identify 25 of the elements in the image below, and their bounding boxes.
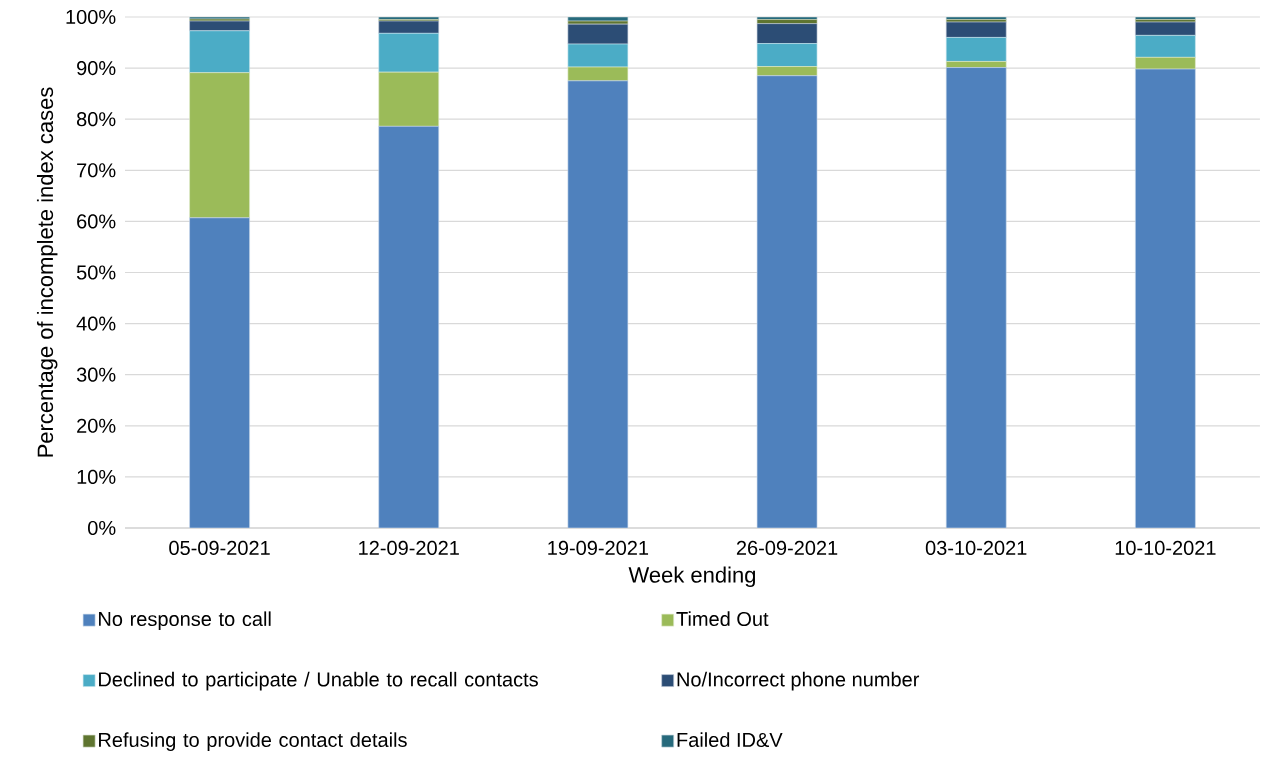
- y-tick-label: 70%: [77, 163, 116, 178]
- x-tick-label: 12-09-2021: [359, 540, 459, 556]
- y-tick-label: 100%: [66, 9, 116, 25]
- y-tick-label: 90%: [77, 61, 116, 76]
- y-tick-label: 50%: [76, 265, 116, 280]
- y-tick-label: 40%: [76, 316, 116, 331]
- x-tick-label: 05-09-2021: [169, 540, 270, 556]
- y-tick-label: 0%: [88, 520, 116, 536]
- x-tick-label: 10-10-2021: [1115, 540, 1216, 556]
- legend-label: No response to call: [99, 611, 271, 631]
- y-tick-label: 60%: [77, 214, 116, 229]
- x-tick-label: 19-09-2021: [548, 540, 649, 556]
- y-tick-label: 80%: [76, 112, 116, 127]
- legend-label: Failed ID&V: [677, 732, 783, 748]
- y-tick-label: 10%: [77, 469, 116, 484]
- y-tick-label: 20%: [77, 418, 116, 433]
- legend-label: No/Incorrect phone number: [677, 671, 920, 691]
- legend-label: Refusing to provide contact details: [99, 732, 407, 751]
- x-tick-label: 26-09-2021: [736, 540, 838, 556]
- x-axis-title: Week ending: [628, 566, 756, 588]
- y-axis-title: Percentage of incomplete index cases: [36, 87, 58, 457]
- legend-label: Declined to participate / Unable to recall contacts: [99, 671, 538, 691]
- x-tick-label: 03-10-2021: [925, 540, 1027, 556]
- y-tick-label: 30%: [76, 367, 116, 382]
- legend-label: Timed Out: [676, 611, 769, 627]
